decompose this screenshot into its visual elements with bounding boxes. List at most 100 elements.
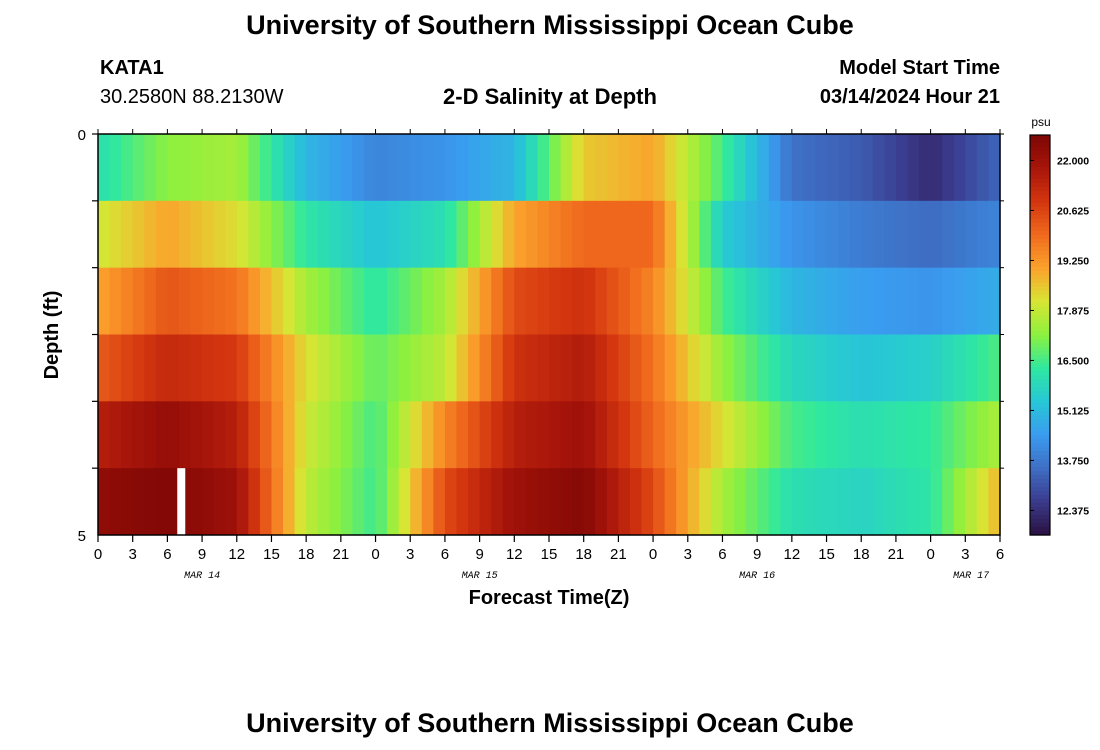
colorbar-band — [1030, 215, 1050, 220]
heat-cell — [456, 468, 469, 536]
heat-cell — [444, 267, 458, 335]
heat-cell — [780, 334, 793, 402]
heat-cell — [456, 267, 469, 335]
heat-cell — [583, 200, 596, 269]
heat-cell — [248, 401, 261, 469]
heat-cell — [549, 267, 562, 335]
heat-cell — [757, 134, 770, 202]
heat-cell — [398, 401, 411, 469]
x-tick-label: 3 — [406, 546, 414, 563]
heat-cell — [121, 401, 134, 469]
colorbar-band — [1030, 435, 1050, 440]
colorbar-band — [1030, 271, 1050, 276]
heat-cell — [491, 468, 504, 536]
heat-cell — [664, 401, 677, 469]
heat-cell — [814, 334, 828, 402]
heat-cell — [745, 134, 758, 202]
heat-cell — [838, 200, 851, 269]
heat-cell — [190, 134, 203, 202]
x-tick-label: 12 — [784, 546, 801, 563]
colorbar-band — [1030, 395, 1050, 400]
heat-cell — [329, 334, 342, 402]
heat-cell — [606, 134, 619, 202]
heat-cell — [259, 134, 273, 202]
colorbar-tick-label: 20.625 — [1057, 205, 1089, 217]
x-tick-label: 6 — [441, 546, 449, 563]
heat-cell — [109, 200, 122, 269]
heat-cell — [757, 267, 770, 335]
heat-cell — [976, 134, 990, 202]
heat-cell — [629, 267, 643, 335]
heat-cell — [132, 401, 145, 469]
heat-cell — [502, 401, 515, 469]
heat-cell — [294, 468, 307, 536]
x-tick-label: 18 — [298, 546, 315, 563]
colorbar-band — [1030, 327, 1050, 332]
heat-cell — [919, 334, 932, 402]
heat-cell — [849, 468, 862, 536]
heat-cell — [132, 334, 145, 402]
heat-cell — [583, 468, 596, 536]
colorbar-band — [1030, 495, 1050, 500]
heat-cell — [444, 401, 458, 469]
heat-cell — [768, 468, 781, 536]
heat-cell — [606, 401, 619, 469]
heat-cell — [398, 200, 411, 269]
heat-cell — [780, 468, 793, 536]
colorbar-band — [1030, 375, 1050, 380]
heat-cell — [653, 401, 666, 469]
heat-cell — [861, 334, 874, 402]
heat-cell — [387, 200, 400, 269]
x-tick-label: 15 — [541, 546, 558, 563]
colorbar-band — [1030, 387, 1050, 392]
x-tick-label: 15 — [818, 546, 835, 563]
colorbar-band — [1030, 183, 1050, 188]
x-tick-label: 12 — [228, 546, 245, 563]
heat-cell — [965, 468, 978, 536]
heat-cell — [710, 334, 724, 402]
colorbar-band — [1030, 367, 1050, 372]
heat-cell — [306, 134, 319, 202]
colorbar-band — [1030, 451, 1050, 456]
heat-cell — [942, 334, 955, 402]
model-start-label: Model Start Time — [839, 57, 1000, 79]
heat-cell — [895, 200, 909, 269]
heat-cell — [687, 468, 700, 536]
heat-cell — [757, 468, 770, 536]
colorbar-band — [1030, 507, 1050, 512]
heat-cell — [629, 401, 643, 469]
heat-cell — [144, 134, 157, 202]
heat-cell — [549, 468, 562, 536]
heat-cell — [930, 134, 943, 202]
heat-cell — [791, 200, 805, 269]
x-tick-label: 3 — [684, 546, 692, 563]
heat-cell — [363, 401, 377, 469]
heat-cell — [745, 468, 758, 536]
heat-cell — [225, 401, 238, 469]
heat-cell — [699, 200, 712, 269]
heat-cell — [606, 468, 619, 536]
heat-cell — [444, 334, 458, 402]
heat-cell — [502, 267, 515, 335]
heat-cell — [363, 134, 377, 202]
heat-cell — [398, 134, 411, 202]
heat-cell — [919, 200, 932, 269]
heat-cell — [745, 334, 758, 402]
heat-cell — [271, 267, 284, 335]
heat-cell — [549, 200, 562, 269]
heat-cell — [872, 267, 885, 335]
colorbar-band — [1030, 403, 1050, 408]
heat-cell — [653, 334, 666, 402]
heat-cell — [190, 334, 203, 402]
heat-cell — [144, 334, 157, 402]
heat-cell — [514, 468, 527, 536]
heat-cell — [213, 334, 226, 402]
colorbar-band — [1030, 515, 1050, 520]
heat-cell — [294, 267, 307, 335]
heat-cell — [606, 334, 619, 402]
colorbar-band — [1030, 491, 1050, 496]
colorbar-band — [1030, 407, 1050, 412]
heat-cell — [109, 334, 122, 402]
heat-cell — [525, 468, 539, 536]
